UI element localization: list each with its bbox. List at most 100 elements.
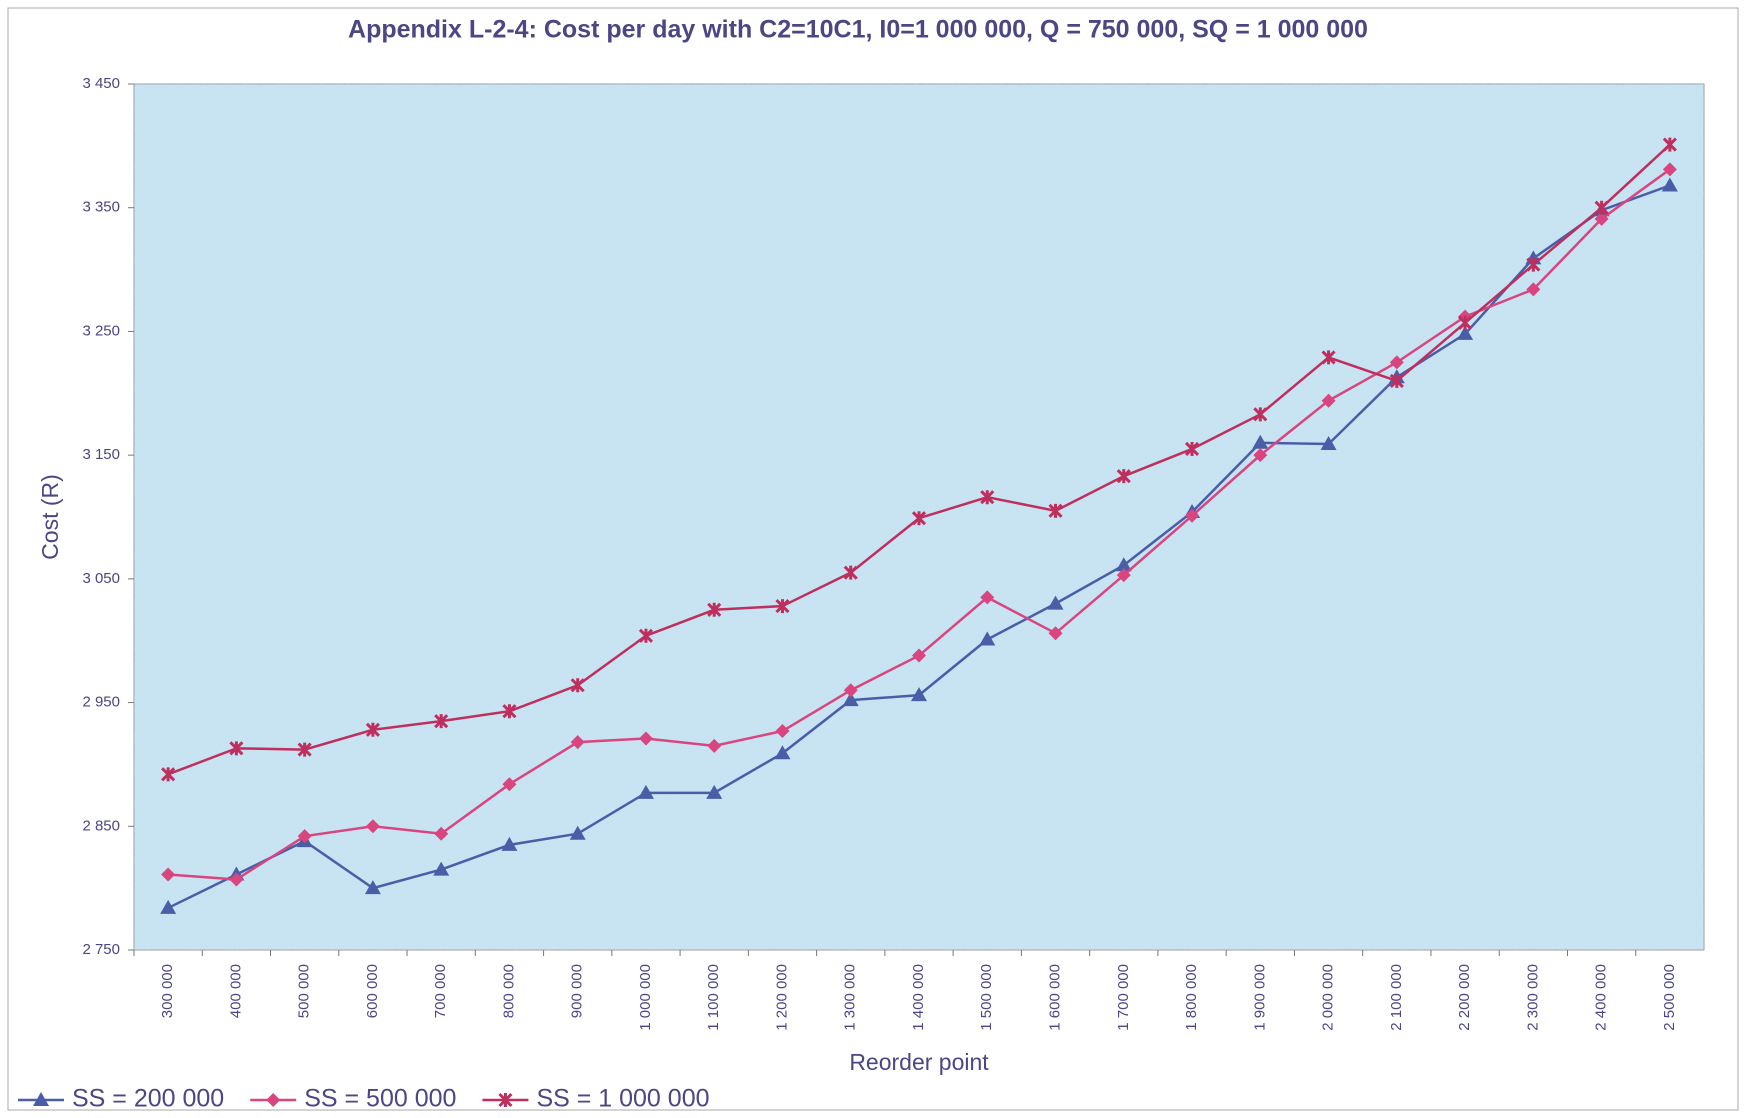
data-point [1047, 595, 1064, 610]
data-point [229, 741, 244, 756]
data-point [1048, 626, 1063, 641]
x-tick-label: 1 900 000 [1251, 964, 1268, 1031]
x-tick-label: 400 000 [227, 964, 244, 1018]
data-point [161, 767, 176, 782]
x-tick-label: 1 200 000 [773, 964, 790, 1031]
data-point [707, 602, 722, 617]
data-point [1185, 508, 1200, 523]
data-point [1321, 393, 1336, 408]
x-tick-label: 1 700 000 [1115, 964, 1132, 1031]
x-tick-label: 1 600 000 [1046, 964, 1063, 1031]
data-point [364, 880, 381, 895]
data-point [1321, 350, 1336, 365]
data-point [843, 565, 858, 580]
data-point [365, 722, 380, 737]
data-point [297, 742, 312, 757]
data-point [638, 731, 653, 746]
x-tick-label: 1 500 000 [978, 964, 995, 1031]
y-tick-label: 2 850 [82, 817, 120, 834]
y-tick-label: 3 350 [82, 199, 120, 216]
x-tick-label: 2 300 000 [1524, 964, 1541, 1031]
x-tick-label: 1 800 000 [1183, 964, 1200, 1031]
chart-title: Appendix L-2-4: Cost per day with C2=10C… [348, 16, 1368, 44]
x-tick-label: 1 000 000 [637, 964, 654, 1031]
data-point [502, 704, 517, 719]
data-point [1594, 211, 1609, 226]
legend-marker [266, 1093, 281, 1107]
data-point [1253, 407, 1268, 422]
data-point [1253, 448, 1268, 463]
x-tick-label: 1 100 000 [705, 964, 722, 1031]
data-point [843, 683, 858, 698]
data-point [1661, 177, 1678, 192]
data-point [979, 631, 996, 646]
data-point [911, 687, 927, 702]
data-point [502, 777, 517, 792]
data-point [1389, 373, 1404, 388]
data-point [1116, 568, 1131, 583]
data-point [1457, 325, 1474, 340]
x-tick-label: 500 000 [296, 964, 313, 1018]
data-point [706, 784, 723, 799]
data-point [1526, 282, 1541, 297]
data-point [1116, 469, 1131, 484]
data-point [434, 826, 449, 841]
x-tick-label: 900 000 [569, 964, 586, 1018]
data-point [1662, 162, 1677, 177]
data-point [1184, 441, 1200, 457]
y-tick-label: 3 250 [82, 322, 120, 339]
legend-label: SS = 500 000 [304, 1085, 456, 1113]
data-point [433, 861, 450, 876]
legend-marker [33, 1092, 49, 1106]
x-tick-label: 700 000 [432, 964, 449, 1018]
data-point [980, 590, 995, 605]
x-tick-label: 300 000 [159, 964, 176, 1018]
data-point [1662, 137, 1677, 152]
y-tick-label: 3 050 [82, 570, 120, 587]
data-point [775, 724, 790, 739]
y-tick-label: 2 950 [82, 694, 120, 711]
data-point [1458, 315, 1473, 330]
x-tick-label: 2 400 000 [1593, 964, 1610, 1031]
data-point [1115, 557, 1132, 572]
data-point [570, 678, 585, 693]
y-tick-label: 2 750 [82, 941, 120, 958]
data-point [297, 829, 312, 844]
data-point [980, 490, 995, 505]
data-point [570, 735, 585, 750]
data-point [911, 511, 927, 526]
data-point [161, 867, 176, 882]
data-point [229, 872, 244, 887]
y-tick-label: 3 150 [82, 446, 120, 463]
data-point [365, 819, 380, 834]
data-point [1048, 503, 1063, 518]
data-point [434, 714, 449, 729]
y-tick-label: 3 450 [82, 75, 120, 92]
x-tick-label: 600 000 [364, 964, 381, 1018]
x-tick-label: 2 500 000 [1661, 964, 1678, 1031]
data-point [774, 745, 791, 760]
legend-label: SS = 200 000 [72, 1085, 224, 1113]
chart-border [7, 7, 1739, 1111]
data-point [1389, 355, 1404, 370]
data-point [842, 692, 859, 707]
data-point [638, 628, 654, 643]
data-point [569, 825, 586, 840]
x-tick-label: 2 200 000 [1456, 964, 1473, 1031]
x-tick-label: 800 000 [500, 964, 517, 1018]
x-tick-label: 2 000 000 [1320, 964, 1337, 1031]
data-point [1252, 434, 1269, 449]
x-tick-label: 2 100 000 [1388, 964, 1405, 1031]
x-tick-label: 1 400 000 [910, 964, 927, 1031]
data-point [160, 899, 177, 914]
data-point [1526, 257, 1541, 272]
legend-marker [498, 1092, 513, 1108]
x-axis-title: Reorder point [849, 1049, 989, 1075]
y-axis-title: Cost (R) [37, 474, 63, 560]
data-point [1594, 200, 1609, 215]
data-point [501, 836, 518, 851]
legend-label: SS = 1 000 000 [536, 1085, 709, 1113]
data-point [1320, 436, 1337, 451]
data-point [637, 784, 654, 799]
